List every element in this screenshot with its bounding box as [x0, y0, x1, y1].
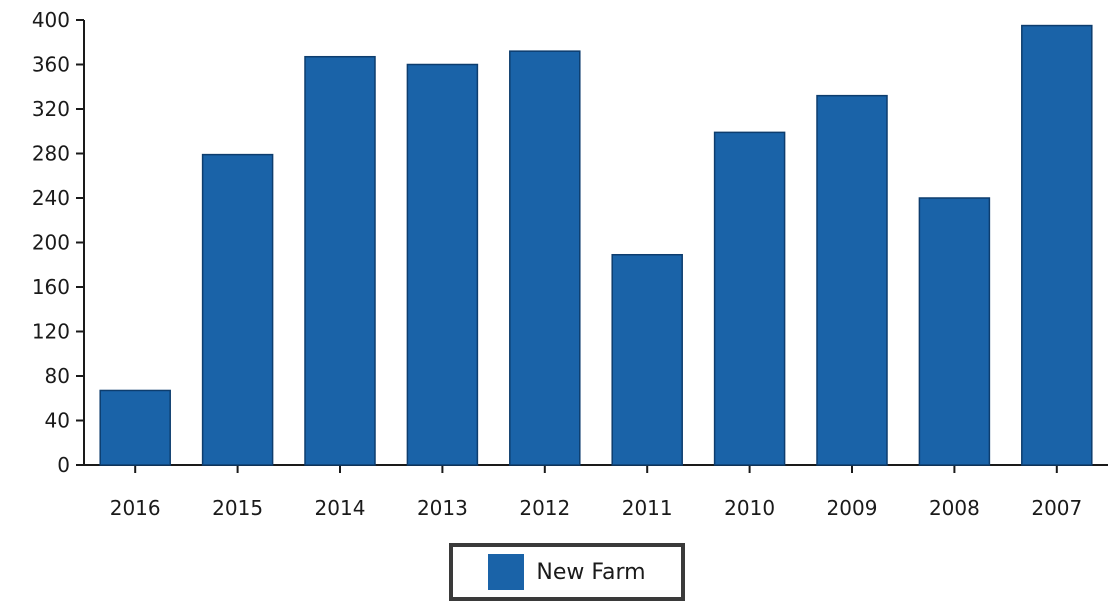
legend-label-new-farm: New Farm [536, 559, 646, 585]
bar-2009 [816, 94, 888, 466]
y-tick-label: 40 [45, 409, 70, 433]
bar-2016 [99, 389, 171, 466]
x-tick-label-2016: 2016 [110, 496, 161, 520]
y-tick-label: 160 [32, 275, 70, 299]
y-tick-label: 280 [32, 142, 70, 166]
legend-swatch-new-farm [488, 554, 525, 590]
x-tick-label-2011: 2011 [622, 496, 673, 520]
bar-2014 [304, 55, 376, 466]
y-tick-label: 240 [32, 186, 70, 210]
y-tick-label: 360 [32, 53, 70, 77]
y-tick-label: 80 [45, 364, 70, 388]
x-tick-label-2013: 2013 [417, 496, 468, 520]
bars [99, 24, 1093, 466]
x-tick-label-2010: 2010 [724, 496, 775, 520]
bar-2010 [713, 131, 786, 466]
y-tick-label: 120 [32, 320, 70, 344]
y-tick-label: 200 [32, 231, 70, 255]
bar-2012 [509, 50, 581, 466]
y-tick-label: 400 [32, 8, 70, 32]
x-tick-label-2007: 2007 [1031, 496, 1082, 520]
bar-2007 [1021, 24, 1093, 466]
bar-2013 [406, 63, 479, 466]
bar-2011 [611, 253, 683, 466]
bar-2008 [918, 197, 991, 466]
y-tick-labels: 0 40 80 120 160 200 240 280 320 360 400 [32, 8, 70, 477]
bar-2015 [201, 153, 274, 466]
y-tick-label: 0 [57, 453, 70, 477]
x-tick-labels: 2016 2015 2014 2013 2012 2011 2010 2009 2008 2007 [110, 496, 1083, 520]
x-tick-label-2008: 2008 [929, 496, 980, 520]
y-tick-label: 320 [32, 97, 70, 121]
legend: New Farm [449, 543, 685, 601]
x-tick-label-2012: 2012 [519, 496, 570, 520]
x-tick-label-2015: 2015 [212, 496, 263, 520]
x-tick-label-2014: 2014 [315, 496, 366, 520]
x-tick-label-2009: 2009 [827, 496, 878, 520]
